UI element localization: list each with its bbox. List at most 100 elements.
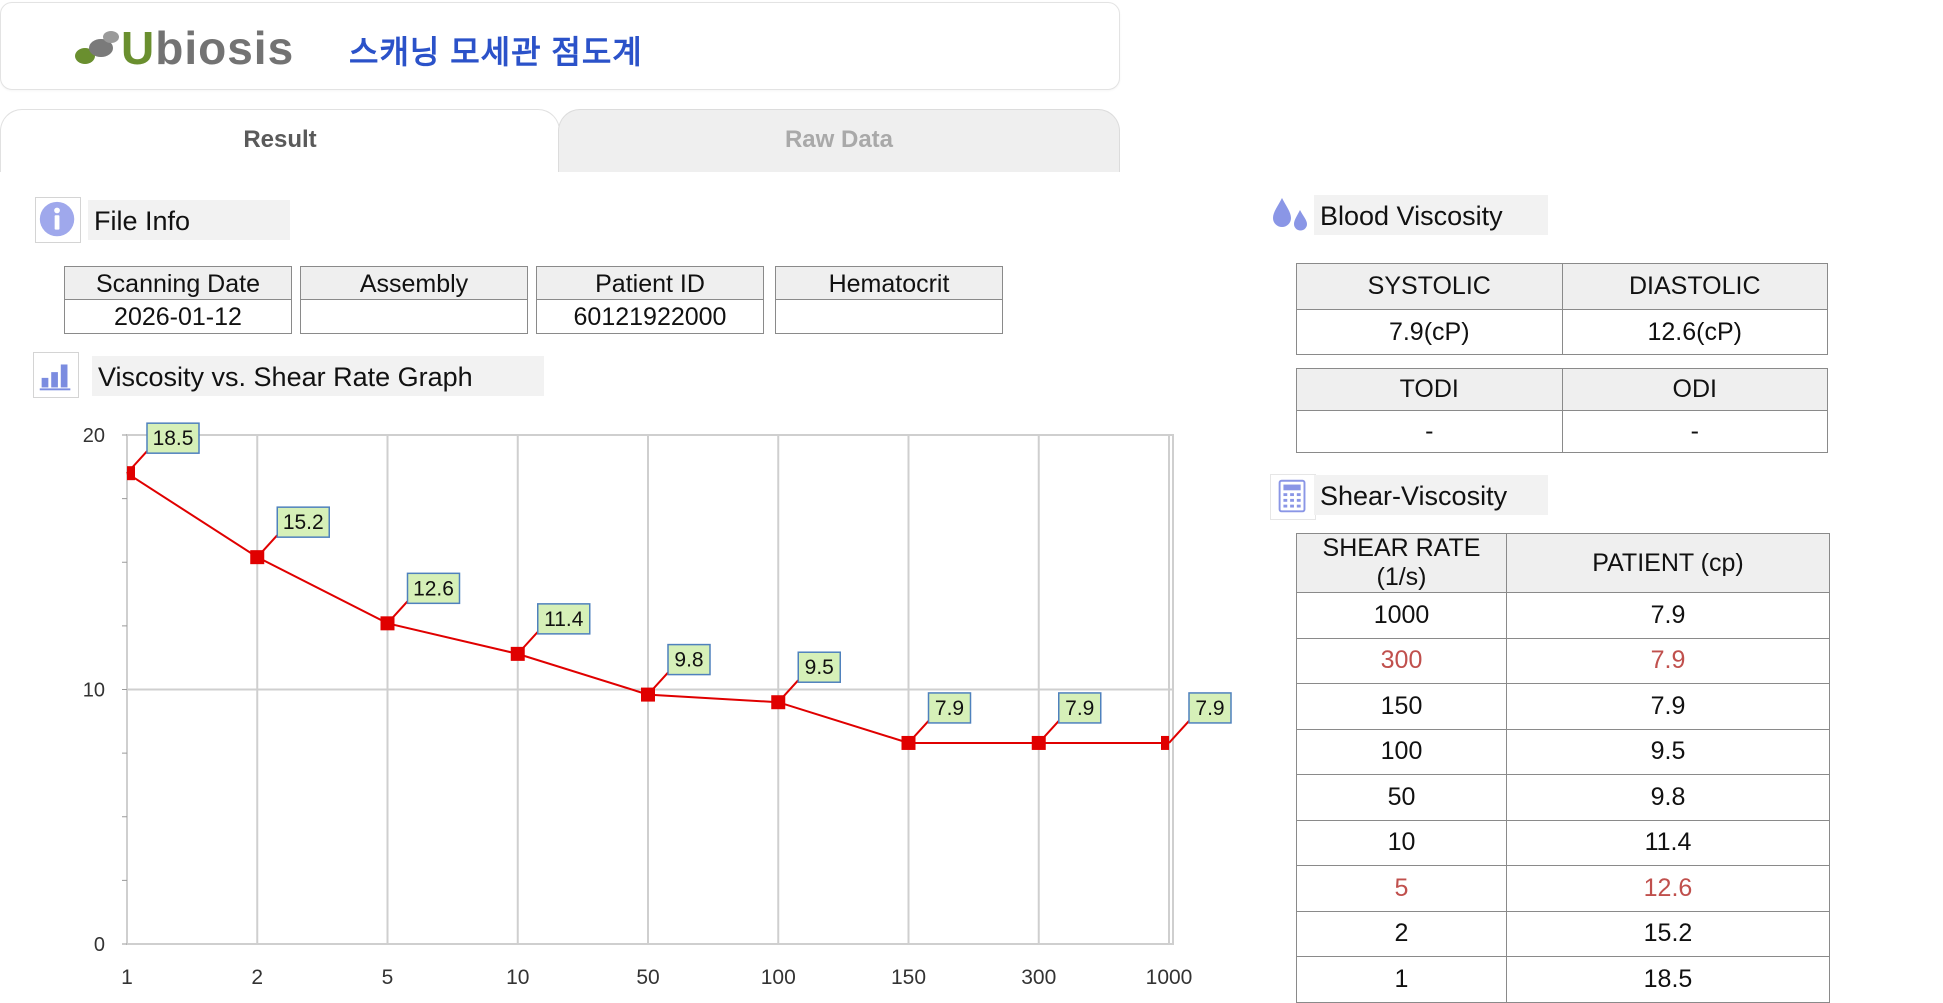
data-point-marker bbox=[1161, 735, 1169, 750]
todi-value: - bbox=[1296, 410, 1563, 453]
patient-cell: 12.6 bbox=[1506, 865, 1830, 912]
diastolic-header: DIASTOLIC bbox=[1561, 263, 1828, 310]
shear-rate-cell: 10 bbox=[1296, 819, 1507, 866]
table-row: 2 15.2 bbox=[1296, 910, 1830, 957]
x-tick-label: 2 bbox=[251, 966, 263, 989]
shear-rate-cell: 2 bbox=[1296, 910, 1507, 957]
x-tick-label: 5 bbox=[382, 966, 394, 989]
patient-id-box: Patient ID 60121922000 bbox=[536, 266, 764, 334]
assembly-box: Assembly bbox=[300, 266, 528, 334]
patient-cell: 9.8 bbox=[1506, 774, 1830, 821]
shear-rate-header: SHEAR RATE (1/s) bbox=[1296, 533, 1507, 593]
data-label: 7.9 bbox=[935, 697, 964, 720]
data-label-box bbox=[537, 603, 591, 635]
data-label-leader bbox=[777, 679, 799, 703]
data-label: 7.9 bbox=[1195, 697, 1224, 720]
calculator-icon bbox=[1270, 474, 1316, 520]
patient-cell: 7.9 bbox=[1506, 637, 1830, 684]
scanning-date-label: Scanning Date bbox=[65, 267, 291, 300]
x-tick-label: 10 bbox=[506, 966, 529, 989]
logo-text-rest: biosis bbox=[155, 22, 295, 74]
diastolic-value: 12.6(cP) bbox=[1561, 309, 1828, 355]
hematocrit-value bbox=[776, 300, 1002, 334]
file-info-title: File Info bbox=[88, 200, 290, 240]
data-label-box bbox=[1188, 692, 1232, 724]
patient-header: PATIENT (cp) bbox=[1506, 533, 1830, 593]
shear-rate-cell: 1 bbox=[1296, 956, 1507, 1003]
x-tick-label: 1000 bbox=[1146, 966, 1193, 989]
patient-cell: 9.5 bbox=[1506, 728, 1830, 775]
data-label-leader bbox=[517, 631, 539, 655]
x-tick-label: 300 bbox=[1021, 966, 1056, 989]
data-label-box bbox=[667, 643, 711, 676]
data-label: 11.4 bbox=[544, 608, 584, 631]
table-row: 50 9.8 bbox=[1296, 774, 1830, 821]
data-label-leader bbox=[126, 450, 148, 474]
info-icon bbox=[35, 197, 81, 243]
y-tick-label: 20 bbox=[83, 425, 105, 447]
shear-rate-cell: 100 bbox=[1296, 728, 1507, 775]
tab-result[interactable]: Result bbox=[0, 109, 560, 172]
assembly-value bbox=[301, 300, 527, 334]
app-header: Ubiosis 스캐닝 모세관 점도계 bbox=[0, 2, 1120, 90]
table-row: 1000 7.9 bbox=[1296, 592, 1830, 639]
y-tick-label: 10 bbox=[83, 680, 105, 702]
shear-viscosity-title: Shear-Viscosity bbox=[1314, 475, 1548, 515]
y-tick-label: 0 bbox=[94, 934, 105, 956]
assembly-label: Assembly bbox=[301, 267, 527, 300]
table-row: 10 11.4 bbox=[1296, 819, 1830, 866]
scanning-date-value: 2026-01-12 bbox=[114, 303, 242, 331]
data-label-leader bbox=[256, 534, 278, 558]
data-label-box bbox=[797, 651, 841, 683]
table-row: 150 7.9 bbox=[1296, 683, 1830, 730]
odi-value: - bbox=[1561, 410, 1828, 453]
systolic-value: 7.9(cP) bbox=[1296, 309, 1563, 355]
logo-mark-icon bbox=[75, 31, 119, 64]
drops-icon bbox=[1268, 192, 1314, 238]
data-label-box bbox=[1058, 692, 1102, 724]
graph-title: Viscosity vs. Shear Rate Graph bbox=[92, 356, 544, 396]
data-label: 9.5 bbox=[805, 656, 834, 679]
todi-odi-table: TODI ODI - - bbox=[1296, 368, 1828, 453]
tab-raw-data[interactable]: Raw Data bbox=[558, 109, 1120, 172]
data-label: 7.9 bbox=[1065, 697, 1094, 720]
data-label-box bbox=[406, 572, 461, 605]
patient-cell: 15.2 bbox=[1506, 910, 1830, 957]
hematocrit-box: Hematocrit bbox=[775, 266, 1003, 334]
patient-cell: 18.5 bbox=[1506, 956, 1830, 1003]
shear-rate-cell: 5 bbox=[1296, 865, 1507, 912]
logo-text-u: U bbox=[121, 22, 156, 74]
patient-cell: 7.9 bbox=[1506, 592, 1830, 639]
data-label: 18.5 bbox=[153, 427, 194, 450]
odi-header: ODI bbox=[1561, 368, 1828, 411]
todi-header: TODI bbox=[1296, 368, 1563, 411]
table-row: 1 18.5 bbox=[1296, 956, 1830, 1003]
shear-rate-cell: 300 bbox=[1296, 637, 1507, 684]
data-label-leader bbox=[1038, 720, 1060, 744]
bar-chart-icon bbox=[33, 352, 79, 398]
table-row: 5 12.6 bbox=[1296, 865, 1830, 912]
patient-id-label: Patient ID bbox=[537, 267, 763, 300]
data-label-leader bbox=[647, 671, 669, 696]
patient-cell: 11.4 bbox=[1506, 819, 1830, 866]
data-label-leader bbox=[907, 720, 930, 744]
hematocrit-label: Hematocrit bbox=[776, 267, 1002, 300]
shear-rate-cell: 50 bbox=[1296, 774, 1507, 821]
data-label: 15.2 bbox=[283, 511, 324, 534]
data-label-box bbox=[927, 692, 972, 724]
shear-rate-cell: 1000 bbox=[1296, 592, 1507, 639]
shear-rate-cell: 150 bbox=[1296, 683, 1507, 730]
data-label: 12.6 bbox=[413, 577, 454, 600]
x-tick-label: 150 bbox=[891, 966, 926, 989]
blood-viscosity-title: Blood Viscosity bbox=[1314, 195, 1548, 235]
app-title: 스캐닝 모세관 점도계 bbox=[349, 34, 643, 70]
table-row: 100 9.5 bbox=[1296, 728, 1830, 775]
data-label-leader bbox=[1168, 720, 1190, 744]
table-row: 300 7.9 bbox=[1296, 637, 1830, 684]
x-tick-label: 50 bbox=[636, 966, 659, 989]
x-tick-label: 100 bbox=[761, 966, 796, 989]
scanning-date-box: Scanning Date 2026-01-12 bbox=[64, 266, 292, 334]
blood-viscosity-table: SYSTOLIC DIASTOLIC 7.9(cP) 12.6(cP) bbox=[1296, 263, 1828, 355]
viscosity-chart: 0 10 20 1 2 5 10 50 100 150 300 1000 18.5 15.2 12.6 11.… bbox=[83, 422, 1232, 989]
systolic-header: SYSTOLIC bbox=[1296, 263, 1563, 310]
